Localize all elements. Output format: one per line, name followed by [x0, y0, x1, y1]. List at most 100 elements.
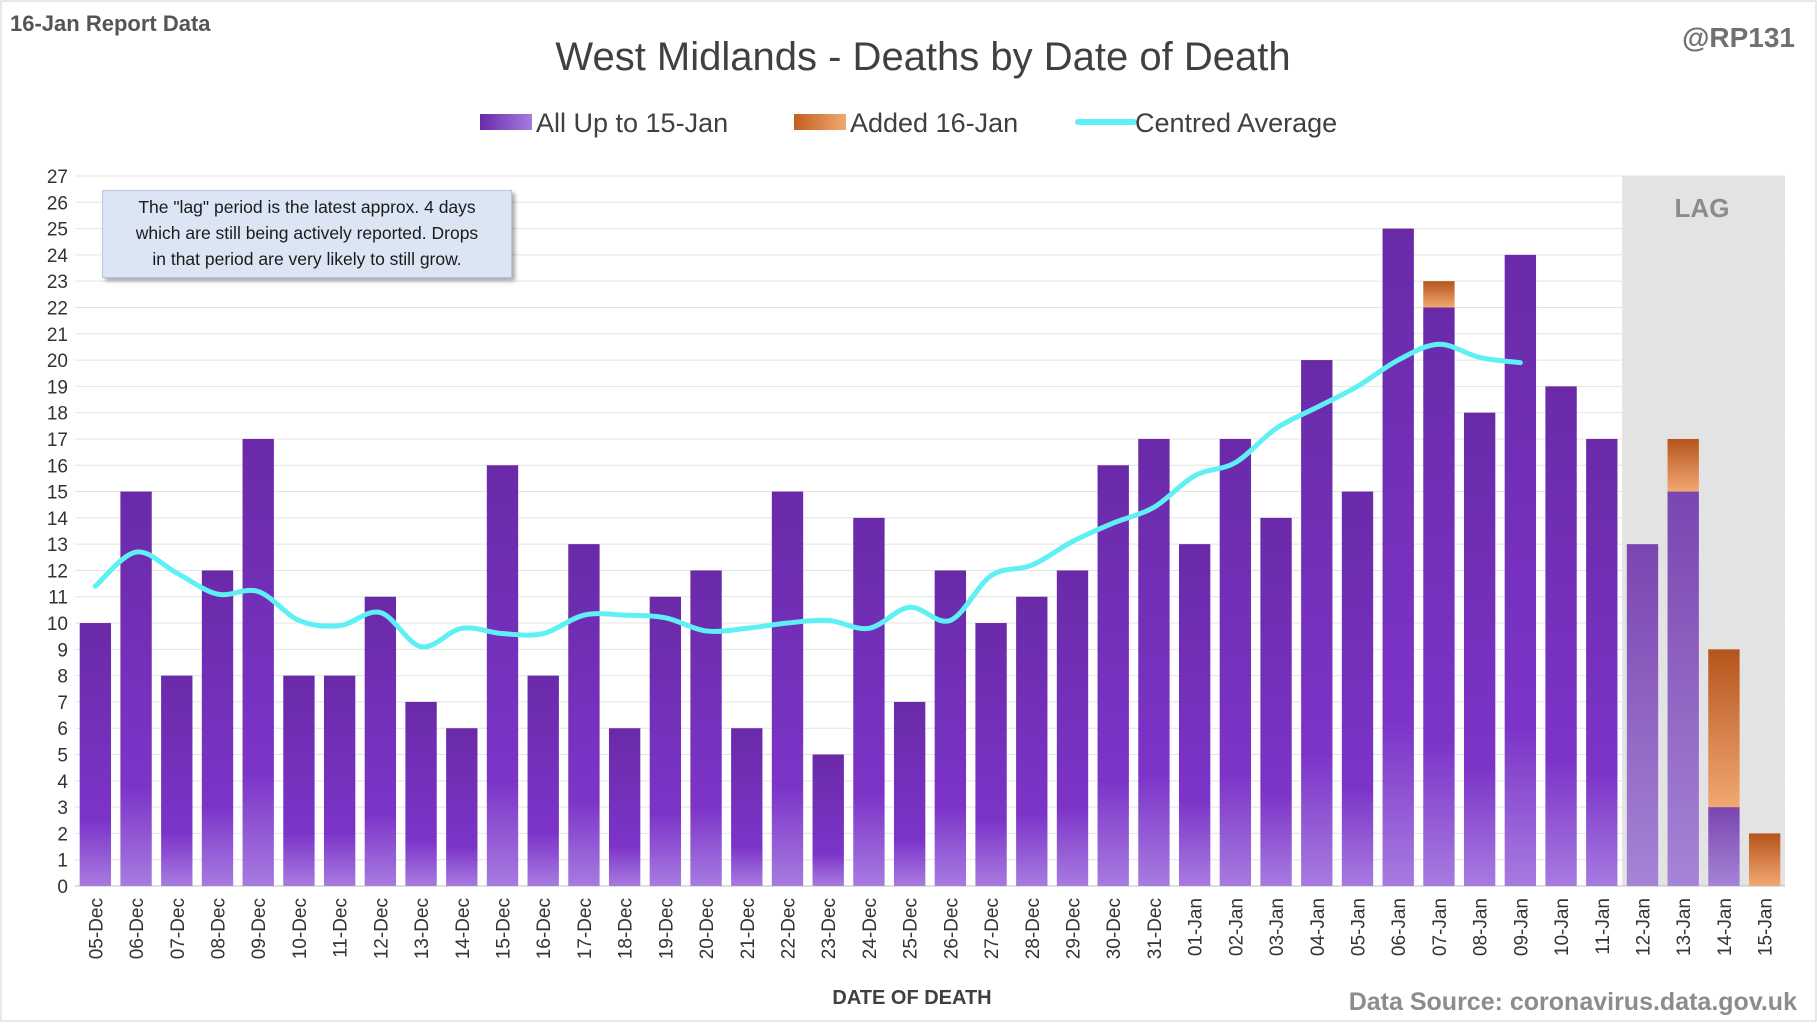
- y-tick-label: 27: [47, 167, 68, 188]
- bar-main-11-Dec: [323, 675, 356, 886]
- bar-main-12-Jan: [1626, 544, 1659, 886]
- x-axis-label: DATE OF DEATH: [832, 987, 991, 1009]
- bar-main-24-Dec: [853, 517, 885, 886]
- x-tick-label: 29-Dec: [1064, 898, 1085, 959]
- bar-main-09-Dec: [242, 438, 274, 886]
- x-tick-label: 21-Dec: [738, 898, 759, 959]
- chart-title: West Midlands - Deaths by Date of Death: [555, 35, 1290, 79]
- y-tick-label: 24: [47, 246, 69, 267]
- bar-main-15-Dec: [486, 465, 519, 886]
- x-tick-label: 02-Jan: [1226, 898, 1247, 956]
- annotation-line-3: in that period are very likely to still …: [152, 249, 462, 269]
- bar-main-14-Dec: [446, 728, 478, 886]
- bar-main-27-Dec: [975, 623, 1007, 886]
- x-tick-label: 13-Jan: [1674, 898, 1695, 956]
- bar-main-04-Jan: [1301, 360, 1333, 886]
- y-tick-label: 10: [47, 614, 68, 635]
- bar-main-09-Jan: [1504, 254, 1537, 886]
- y-tick-label: 3: [57, 798, 68, 819]
- x-tick-label: 26-Dec: [941, 898, 962, 959]
- legend-label-1: Added 16-Jan: [850, 108, 1018, 138]
- y-tick-label: 17: [47, 430, 68, 451]
- bar-main-17-Dec: [568, 544, 600, 886]
- y-tick-label: 0: [57, 877, 68, 898]
- x-tick-label: 27-Dec: [982, 898, 1003, 959]
- centred-average-line: [92, 341, 1523, 650]
- bar-main-07-Dec: [161, 675, 193, 886]
- y-tick-label: 16: [47, 456, 68, 477]
- y-tick-label: 13: [47, 535, 68, 556]
- x-tick-label: 25-Dec: [901, 898, 922, 959]
- x-tick-label: 10-Jan: [1552, 898, 1573, 956]
- x-tick-label: 12-Dec: [371, 898, 392, 959]
- x-tick-label: 07-Jan: [1430, 898, 1451, 956]
- x-tick-label: 16-Dec: [534, 898, 555, 959]
- y-tick-label: 6: [57, 719, 68, 740]
- x-tick-label: 11-Dec: [331, 898, 352, 958]
- x-tick-label: 11-Jan: [1593, 898, 1614, 955]
- x-tick-label: 04-Jan: [1308, 898, 1329, 956]
- x-tick-label: 19-Dec: [656, 898, 677, 959]
- x-tick-label: 07-Dec: [168, 898, 189, 959]
- bar-main-07-Jan: [1423, 307, 1455, 887]
- y-tick-label: 22: [47, 298, 68, 319]
- bar-main-25-Dec: [893, 701, 926, 886]
- bar-added-07-Jan: [1423, 281, 1455, 308]
- y-tick-label: 19: [47, 377, 68, 398]
- lag-annotation-box: The "lag" period is the latest approx. 4…: [102, 190, 512, 278]
- x-tick-label: 31-Dec: [1145, 898, 1166, 959]
- bar-main-06-Jan: [1382, 228, 1414, 886]
- bar-added-14-Jan: [1708, 649, 1740, 808]
- x-tick-label: 06-Jan: [1389, 898, 1410, 956]
- y-tick-label: 18: [47, 404, 68, 425]
- y-tick-label: 7: [57, 693, 68, 714]
- data-source: Data Source: coronavirus.data.gov.uk: [1349, 988, 1797, 1016]
- x-tick-label: 12-Jan: [1634, 898, 1655, 956]
- x-tick-label: 13-Dec: [412, 898, 433, 959]
- y-tick-label: 11: [48, 588, 68, 609]
- bar-main-14-Jan: [1708, 807, 1740, 886]
- legend-swatch-0: [480, 114, 532, 130]
- bar-main-19-Dec: [649, 596, 682, 886]
- bar-main-11-Jan: [1586, 438, 1618, 886]
- bar-main-18-Dec: [608, 728, 641, 886]
- bar-main-02-Jan: [1219, 438, 1252, 886]
- bar-main-13-Dec: [405, 701, 437, 886]
- y-tick-label: 9: [57, 640, 68, 661]
- x-tick-label: 18-Dec: [616, 898, 637, 959]
- bar-main-03-Jan: [1260, 517, 1292, 886]
- bar-main-08-Dec: [201, 570, 234, 886]
- bar-main-12-Dec: [364, 596, 397, 886]
- bar-added-15-Jan: [1748, 833, 1781, 886]
- legend-label-0: All Up to 15-Jan: [536, 108, 728, 138]
- x-tick-label: 14-Jan: [1715, 898, 1736, 956]
- bar-main-10-Jan: [1545, 386, 1577, 886]
- report-label: 16-Jan Report Data: [10, 11, 211, 36]
- legend-swatch-1: [794, 114, 846, 130]
- lag-label: LAG: [1675, 193, 1730, 223]
- bar-main-08-Jan: [1463, 412, 1496, 886]
- x-tick-label: 08-Dec: [209, 898, 230, 959]
- bar-main-22-Dec: [771, 491, 804, 886]
- legend-label-2: Centred Average: [1135, 108, 1337, 138]
- x-tick-label: 14-Dec: [453, 898, 474, 959]
- x-tick-label: 23-Dec: [819, 898, 840, 959]
- y-tick-label: 1: [57, 851, 68, 872]
- x-tick-label: 05-Dec: [86, 898, 107, 959]
- x-tick-label: 20-Dec: [697, 898, 718, 959]
- annotation-line-1: The "lag" period is the latest approx. 4…: [138, 197, 476, 217]
- bar-main-05-Jan: [1341, 491, 1374, 886]
- y-tick-label: 20: [47, 351, 68, 372]
- x-tick-label: 28-Dec: [1023, 898, 1044, 959]
- x-tick-label: 10-Dec: [290, 898, 311, 959]
- bar-main-30-Dec: [1097, 465, 1129, 886]
- x-tick-label: 01-Jan: [1186, 898, 1207, 956]
- bar-main-28-Dec: [1016, 596, 1048, 886]
- x-tick-label: 30-Dec: [1104, 898, 1125, 959]
- x-tick-label: 22-Dec: [779, 898, 800, 959]
- y-tick-label: 8: [57, 667, 68, 688]
- bar-main-10-Dec: [283, 675, 315, 886]
- bar-main-13-Jan: [1667, 491, 1699, 886]
- x-tick-label: 05-Jan: [1349, 898, 1370, 956]
